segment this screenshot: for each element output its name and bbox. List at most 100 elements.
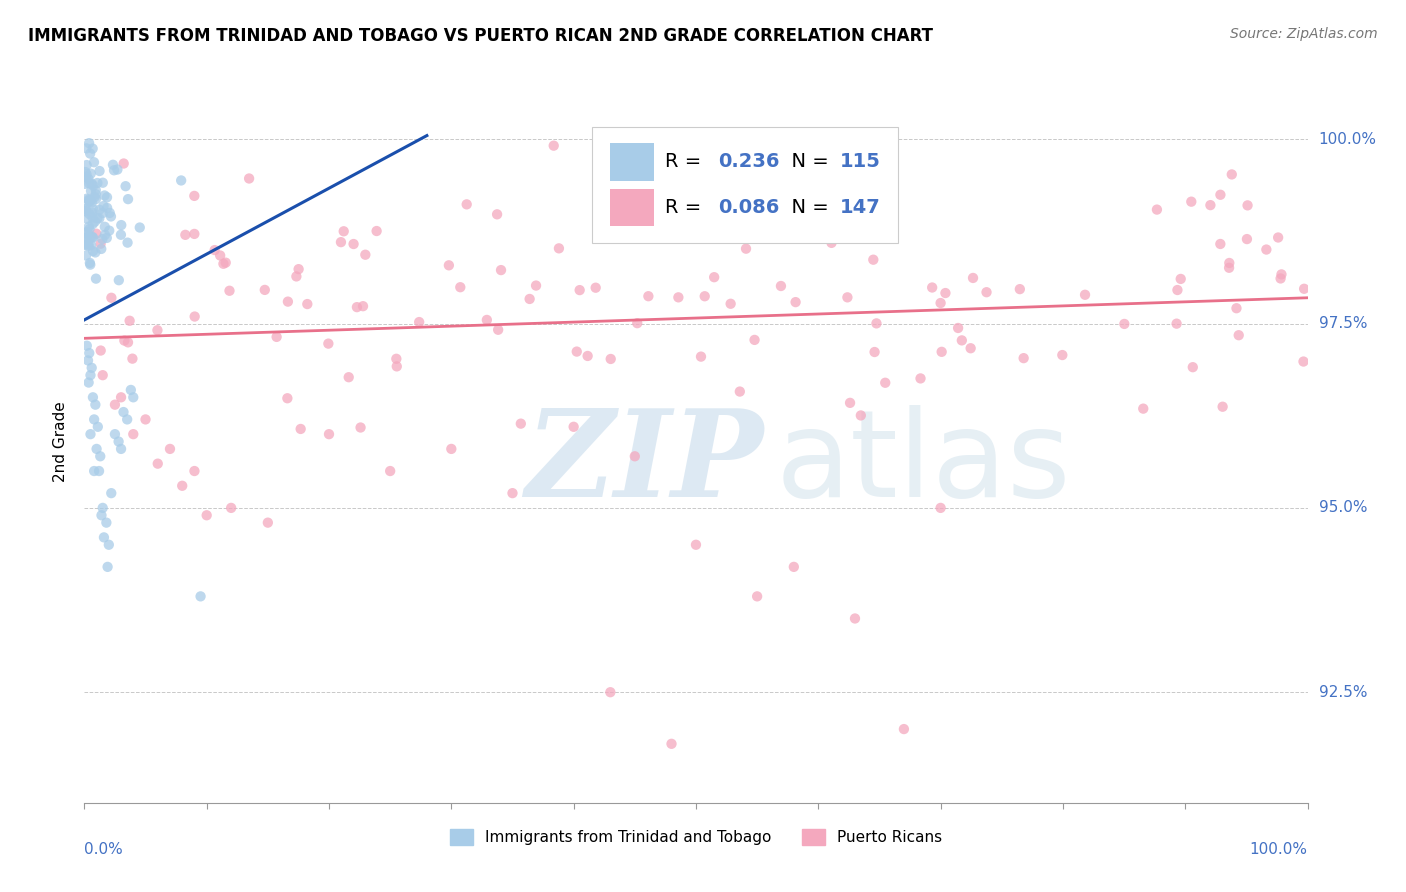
- Point: [77, 193, 100, 207]
- Point: [456, 197, 478, 211]
- Point: [146, 457, 169, 471]
- Point: [486, 207, 509, 221]
- Point: [380, 464, 402, 478]
- Point: [114, 179, 136, 194]
- Point: [107, 434, 129, 449]
- Point: [82, 217, 104, 231]
- Text: R =: R =: [665, 198, 707, 217]
- Point: [576, 349, 599, 363]
- Point: [84, 398, 107, 412]
- Point: [1181, 360, 1204, 375]
- Point: [100, 210, 122, 224]
- Point: [110, 218, 132, 232]
- Point: [82, 230, 104, 244]
- Point: [98, 224, 121, 238]
- Point: [83, 464, 105, 478]
- Point: [170, 173, 193, 187]
- Point: [342, 237, 364, 252]
- Point: [75, 227, 97, 241]
- Point: [290, 422, 312, 436]
- Text: 0.086: 0.086: [718, 198, 779, 217]
- Point: [215, 255, 238, 269]
- Point: [87, 464, 110, 478]
- Point: [98, 206, 121, 220]
- Point: [297, 297, 319, 311]
- Point: [135, 412, 157, 426]
- Point: [112, 405, 135, 419]
- Point: [565, 344, 588, 359]
- Point: [318, 427, 340, 442]
- Point: [96, 201, 118, 215]
- Point: [84, 187, 107, 202]
- Point: [79, 146, 101, 161]
- Point: [80, 238, 103, 252]
- Point: [449, 280, 471, 294]
- Point: [89, 450, 111, 464]
- Point: [959, 341, 981, 355]
- Point: [585, 281, 607, 295]
- Point: [599, 685, 621, 699]
- Point: [661, 737, 683, 751]
- Point: [209, 248, 232, 262]
- Point: [82, 142, 104, 156]
- Point: [276, 391, 298, 405]
- Point: [97, 560, 120, 574]
- Point: [77, 376, 100, 390]
- Point: [77, 219, 100, 234]
- Point: [79, 222, 101, 236]
- Point: [77, 172, 100, 186]
- Point: [486, 323, 509, 337]
- Point: [352, 299, 374, 313]
- Point: [1212, 400, 1234, 414]
- Point: [91, 176, 114, 190]
- Point: [76, 158, 98, 172]
- Point: [408, 315, 430, 329]
- Point: [107, 162, 129, 177]
- Point: [115, 412, 138, 426]
- Point: [82, 202, 104, 217]
- Point: [1074, 287, 1097, 301]
- Point: [329, 235, 352, 249]
- Point: [543, 138, 565, 153]
- Point: [183, 464, 205, 478]
- Point: [110, 390, 132, 404]
- Point: [929, 296, 952, 310]
- Point: [1218, 256, 1240, 270]
- FancyBboxPatch shape: [610, 143, 654, 181]
- Point: [562, 419, 585, 434]
- Point: [1220, 168, 1243, 182]
- Text: 100.0%: 100.0%: [1250, 842, 1308, 856]
- Point: [79, 194, 101, 208]
- Point: [183, 310, 205, 324]
- Point: [626, 316, 648, 330]
- Point: [86, 176, 108, 190]
- Point: [93, 199, 115, 213]
- Point: [1008, 282, 1031, 296]
- Point: [519, 292, 541, 306]
- Point: [90, 343, 112, 358]
- Point: [624, 450, 647, 464]
- Point: [934, 286, 956, 301]
- Point: [79, 368, 101, 383]
- Point: [117, 335, 139, 350]
- Point: [785, 295, 807, 310]
- Point: [122, 390, 145, 404]
- Point: [839, 396, 862, 410]
- Point: [83, 155, 105, 169]
- Point: [101, 158, 124, 172]
- Point: [82, 230, 104, 244]
- Legend: Immigrants from Trinidad and Tobago, Puerto Ricans: Immigrants from Trinidad and Tobago, Pue…: [441, 822, 950, 853]
- Point: [91, 368, 114, 383]
- Point: [685, 538, 707, 552]
- Point: [875, 376, 897, 390]
- Point: [83, 412, 105, 426]
- Point: [728, 384, 751, 399]
- Point: [1294, 282, 1316, 296]
- Point: [90, 508, 112, 523]
- Point: [93, 188, 115, 202]
- Point: [631, 211, 654, 226]
- Point: [82, 178, 104, 193]
- Point: [91, 500, 114, 515]
- FancyBboxPatch shape: [592, 128, 898, 243]
- Point: [82, 205, 104, 219]
